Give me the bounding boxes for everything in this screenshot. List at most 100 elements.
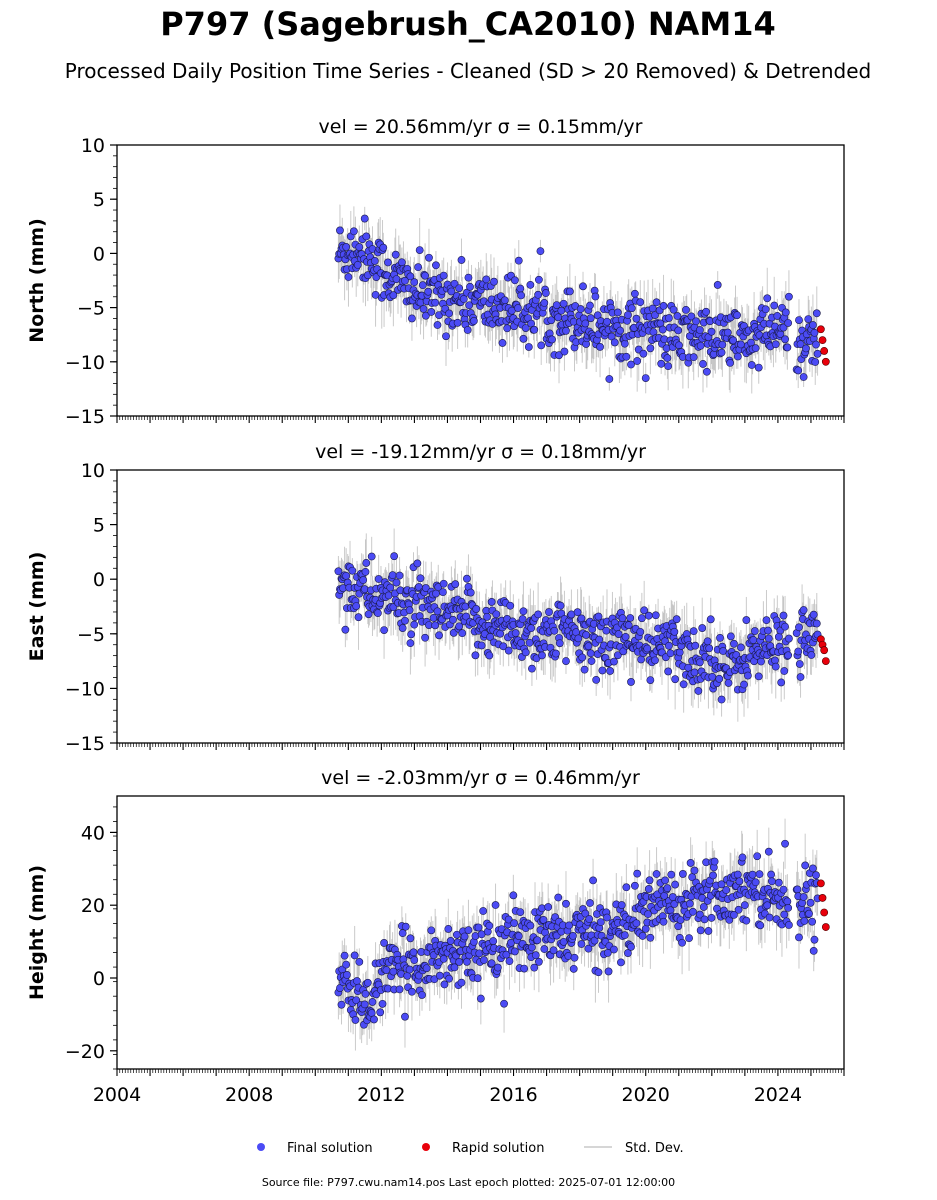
final-solution-point — [648, 304, 657, 313]
final-solution-point — [421, 633, 430, 642]
final-solution-point — [748, 870, 757, 879]
final-solution-point — [812, 619, 821, 628]
final-solution-point — [699, 903, 708, 911]
final-solution-point — [548, 335, 556, 344]
final-solution-point — [627, 304, 636, 313]
final-solution-point — [733, 870, 742, 879]
final-solution-point — [740, 901, 749, 910]
final-solution-point — [796, 340, 805, 349]
final-solution-point — [644, 611, 653, 620]
final-solution-point — [636, 627, 645, 636]
final-solution-point — [421, 311, 430, 320]
final-solution-point — [762, 616, 771, 625]
final-solution-point — [409, 948, 418, 957]
final-solution-point — [690, 866, 699, 875]
final-solution-point — [360, 1000, 369, 1009]
final-solution-point — [382, 966, 391, 975]
final-solution-point — [524, 343, 533, 351]
final-solution-point — [469, 317, 478, 325]
plot-area — [334, 528, 830, 722]
rapid-solution-point — [818, 336, 827, 345]
final-solution-point — [395, 571, 404, 580]
final-solution-point — [584, 642, 593, 651]
x-tick-label: 2008 — [225, 1084, 273, 1106]
final-solution-point — [764, 634, 773, 643]
final-solution-point — [539, 915, 548, 924]
final-solution-point — [419, 305, 428, 313]
final-solution-point — [445, 309, 453, 318]
x-tick-label: 2024 — [754, 1084, 802, 1106]
y-tick-label: −10 — [65, 352, 105, 374]
final-solution-point — [582, 631, 591, 639]
final-solution-point — [783, 343, 792, 352]
final-solution-point — [767, 877, 776, 886]
final-solution-point — [596, 343, 604, 351]
final-solution-point — [724, 679, 733, 687]
final-solution-point — [557, 306, 566, 315]
final-solution-point — [462, 612, 471, 621]
y-tick-label: −15 — [65, 406, 105, 428]
final-solution-point — [463, 574, 471, 583]
final-solution-point — [595, 635, 604, 644]
final-solution-point — [418, 991, 426, 999]
final-solution-point — [584, 944, 593, 953]
final-solution-point — [779, 611, 788, 620]
final-solution-point — [729, 336, 738, 345]
final-solution-point — [779, 323, 788, 332]
final-solution-point — [802, 344, 810, 353]
final-solution-point — [449, 615, 457, 624]
final-solution-point — [674, 326, 683, 335]
final-solution-point — [521, 324, 530, 332]
final-solution-point — [509, 891, 518, 900]
final-solution-point — [427, 926, 436, 935]
final-solution-point — [738, 853, 747, 862]
final-solution-point — [586, 899, 594, 907]
final-solution-point — [386, 583, 395, 592]
panel-title: vel = 20.56mm/yr σ = 0.15mm/yr — [319, 116, 643, 138]
final-solution-point — [500, 296, 509, 305]
y-axis: 40 20 0 −20 — [65, 806, 117, 1070]
final-solution-point — [749, 636, 758, 644]
final-solution-point — [632, 314, 641, 323]
final-solution-point — [502, 950, 511, 959]
final-solution-point — [651, 656, 659, 665]
final-solution-point — [491, 901, 500, 909]
final-solution-point — [585, 915, 594, 923]
final-solution-point — [483, 612, 491, 621]
final-solution-point — [342, 243, 351, 251]
final-solution-point — [603, 913, 611, 922]
final-solution-point — [565, 287, 574, 296]
final-solution-point — [362, 559, 371, 567]
final-solution-point — [812, 340, 820, 349]
final-solution-point — [808, 917, 817, 926]
final-solution-point — [614, 630, 623, 638]
final-solution-point — [763, 901, 772, 910]
final-solution-point — [410, 956, 419, 964]
final-solution-point — [753, 852, 762, 861]
final-solution-point — [804, 315, 813, 323]
final-solution-point — [380, 626, 388, 634]
final-solution-point — [707, 327, 716, 336]
final-solution-point — [450, 963, 459, 972]
final-solution-point — [440, 980, 449, 989]
final-solution-point — [785, 634, 793, 643]
final-solution-point — [805, 909, 813, 918]
final-solution-point — [540, 945, 549, 953]
final-solution-point — [398, 624, 407, 632]
final-solution-point — [371, 290, 380, 299]
final-solution-point — [453, 318, 462, 327]
final-solution-point — [560, 347, 569, 356]
final-solution-point — [439, 271, 448, 280]
final-solution-point — [643, 644, 652, 653]
final-solution-point — [806, 898, 815, 907]
y-tick-label: 0 — [93, 569, 105, 591]
final-solution-point — [422, 964, 431, 973]
final-solution-point — [780, 667, 789, 675]
final-solution-point — [765, 913, 774, 922]
final-solution-point — [514, 932, 523, 941]
final-solution-point — [341, 625, 350, 634]
final-solution-point — [466, 282, 474, 291]
rapid-solution-points — [816, 325, 830, 366]
final-solution-point — [730, 910, 738, 919]
